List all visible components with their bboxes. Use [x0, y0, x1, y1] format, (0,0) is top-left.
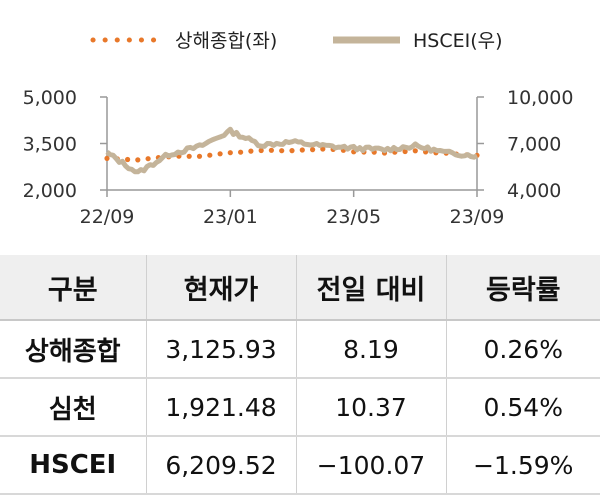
series-point-shanghai	[279, 148, 285, 154]
plot-area	[104, 126, 480, 175]
row-change: −100.07	[295, 436, 446, 495]
row-price: 6,209.52	[145, 436, 296, 495]
table-row: 상해종합 3,125.93 8.19 0.26%	[0, 320, 600, 379]
x-tick-label: 23/01	[203, 206, 258, 228]
table-header-row: 구분 현재가 전일 대비 등락률	[0, 255, 600, 321]
x-tick-label: 23/09	[450, 206, 505, 228]
table-row: 심천 1,921.48 10.37 0.54%	[0, 378, 600, 437]
header-price: 현재가	[145, 255, 296, 321]
series-point-shanghai	[227, 150, 233, 156]
y-right-tick-label: 4,000	[507, 180, 561, 202]
legend-label-hscei: HSCEI(우)	[413, 30, 503, 52]
header-change: 전일 대비	[295, 255, 446, 321]
series-point-shanghai	[310, 147, 316, 153]
series-point-shanghai	[402, 148, 408, 155]
series-point-shanghai	[207, 152, 213, 158]
legend-label-shanghai: 상해종합(좌)	[175, 30, 277, 52]
series-point-shanghai	[248, 148, 254, 154]
row-name: HSCEI	[0, 436, 146, 495]
series-point-shanghai	[299, 147, 305, 153]
series-point-shanghai	[238, 149, 244, 155]
row-change: 10.37	[295, 378, 446, 437]
line-chart: 상해종합(좌) HSCEI(우) 5,000 3,500 2,000 10,000 7,…	[23, 30, 574, 228]
y-left-tick-label: 3,500	[23, 134, 77, 156]
series-point-shanghai	[217, 151, 223, 157]
series-point-shanghai	[268, 147, 274, 153]
y-left-tick-label: 2,000	[23, 180, 77, 202]
x-tick-label: 22/09	[80, 206, 135, 228]
row-name: 상해종합	[0, 320, 146, 379]
x-tick-label: 23/05	[326, 206, 381, 228]
legend: 상해종합(좌) HSCEI(우)	[90, 30, 503, 52]
series-point-shanghai	[135, 157, 141, 163]
series-point-shanghai	[258, 147, 264, 154]
table-row: HSCEI 6,209.52 −100.07 −1.59%	[0, 436, 600, 495]
row-change: 8.19	[295, 320, 446, 379]
series-point-shanghai	[412, 148, 418, 154]
y-right-tick-label: 7,000	[507, 134, 561, 156]
series-line-hscei	[105, 126, 479, 175]
y-left-tick-label: 5,000	[23, 87, 77, 109]
row-price: 3,125.93	[145, 320, 296, 379]
row-rate: −1.59%	[445, 436, 600, 495]
y-right-tick-label: 10,000	[507, 87, 573, 109]
row-rate: 0.26%	[445, 320, 600, 379]
series-point-shanghai	[196, 153, 203, 159]
header-rate: 등락률	[445, 255, 600, 321]
row-price: 1,921.48	[145, 378, 296, 437]
row-name: 심천	[0, 378, 146, 437]
series-point-shanghai	[320, 146, 326, 152]
series-point-shanghai	[125, 156, 131, 163]
series-point-shanghai	[145, 156, 151, 162]
series-point-shanghai	[186, 153, 192, 159]
axes: 5,000 3,500 2,000 10,000 7,000 4,000 22/09 23/0…	[23, 87, 574, 228]
series-point-shanghai	[104, 155, 110, 161]
index-table: 구분 현재가 전일 대비 등락률 상해종합 3,125.93 8.19 0.26…	[0, 255, 600, 495]
header-category: 구분	[0, 255, 146, 321]
series-point-shanghai	[289, 148, 295, 154]
row-rate: 0.54%	[445, 378, 600, 437]
axis-ticks: 5,000 3,500 2,000 10,000 7,000 4,000 22/09 23/0…	[23, 87, 574, 228]
